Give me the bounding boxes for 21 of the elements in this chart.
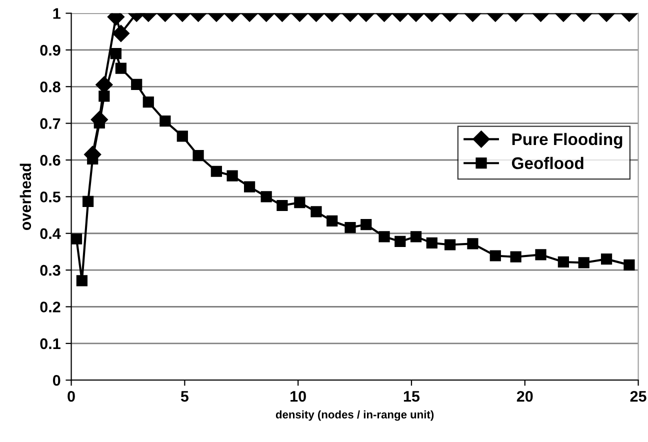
x-tick-label: 10 — [290, 390, 306, 402]
y-tick-label: 0.3 — [40, 264, 60, 276]
x-tick-label: 15 — [404, 391, 420, 402]
y-tick-label: 0.6 — [40, 154, 60, 166]
x-tick-label: 20 — [516, 390, 533, 402]
y-tick-label: 0.8 — [40, 82, 60, 92]
x-tick-label: 25 — [630, 390, 646, 402]
y-tick-label: 0.2 — [40, 302, 60, 312]
x-tick-label: 5 — [180, 391, 189, 402]
y-axis-title: overhead — [20, 164, 32, 230]
x-tick-label: 0 — [68, 390, 75, 402]
y-tick-label: 0.1 — [40, 338, 60, 350]
y-tick-label: 0.5 — [40, 192, 60, 202]
y-tick-label: 0.7 — [40, 118, 60, 130]
y-tick-label: 1 — [53, 8, 60, 19]
x-axis-title: density (nodes / in-range unit) — [276, 410, 434, 421]
y-tick-label: 0.4 — [40, 228, 61, 240]
y-tick-label: 0.9 — [40, 44, 60, 56]
y-tick-label: 0 — [52, 374, 60, 386]
legend-label: Geoflood — [512, 156, 584, 170]
legend-label: Pure Flooding — [512, 132, 622, 149]
